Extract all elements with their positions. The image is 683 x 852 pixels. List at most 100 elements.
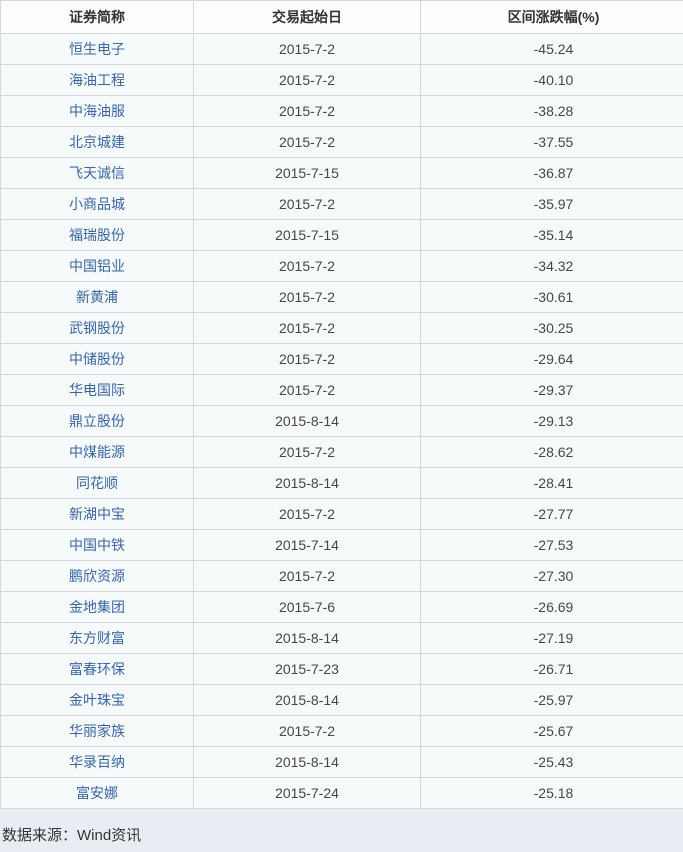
table-row: 中煤能源 2015-7-2 -28.62 <box>0 436 683 468</box>
range-change-cell: -28.41 <box>420 467 683 499</box>
table-header: 证券简称 交易起始日 区间涨跌幅(%) <box>0 0 683 34</box>
trade-start-date-cell: 2015-7-24 <box>193 777 421 809</box>
stock-change-table: 证券简称 交易起始日 区间涨跌幅(%) 恒生电子 2015-7-2 -45.24 海油… <box>0 0 683 809</box>
trade-start-date-cell: 2015-7-2 <box>193 560 421 592</box>
trade-start-date-cell: 2015-8-14 <box>193 746 421 778</box>
stock-name-link[interactable]: 华录百纳 <box>69 754 125 770</box>
stock-name-cell: 中国中铁 <box>0 529 194 561</box>
trade-start-date-cell: 2015-7-2 <box>193 312 421 344</box>
stock-name-link[interactable]: 中储股份 <box>69 351 125 367</box>
stock-name-link[interactable]: 飞天诚信 <box>69 165 125 181</box>
trade-start-date-cell: 2015-7-6 <box>193 591 421 623</box>
stock-name-cell: 海油工程 <box>0 64 194 96</box>
stock-name-link[interactable]: 金地集团 <box>69 599 125 615</box>
stock-name-cell: 鹏欣资源 <box>0 560 194 592</box>
stock-name-link[interactable]: 中海油服 <box>69 103 125 119</box>
range-change-cell: -34.32 <box>420 250 683 282</box>
stock-name-link[interactable]: 富春环保 <box>69 661 125 677</box>
range-change-cell: -35.97 <box>420 188 683 220</box>
range-change-cell: -26.69 <box>420 591 683 623</box>
stock-name-link[interactable]: 同花顺 <box>76 475 118 491</box>
trade-start-date-cell: 2015-7-2 <box>193 126 421 158</box>
stock-name-cell: 福瑞股份 <box>0 219 194 251</box>
trade-start-date-cell: 2015-7-15 <box>193 219 421 251</box>
trade-start-date-cell: 2015-7-2 <box>193 498 421 530</box>
stock-name-link[interactable]: 北京城建 <box>69 134 125 150</box>
table-row: 富春环保 2015-7-23 -26.71 <box>0 653 683 685</box>
range-change-cell: -40.10 <box>420 64 683 96</box>
range-change-cell: -37.55 <box>420 126 683 158</box>
trade-start-date-cell: 2015-7-2 <box>193 64 421 96</box>
column-header-range-change-pct: 区间涨跌幅(%) <box>420 0 683 34</box>
range-change-cell: -28.62 <box>420 436 683 468</box>
range-change-cell: -25.18 <box>420 777 683 809</box>
range-change-cell: -27.53 <box>420 529 683 561</box>
table-row: 新黄浦 2015-7-2 -30.61 <box>0 281 683 313</box>
trade-start-date-cell: 2015-7-2 <box>193 374 421 406</box>
range-change-cell: -25.43 <box>420 746 683 778</box>
stock-name-link[interactable]: 华丽家族 <box>69 723 125 739</box>
range-change-cell: -27.30 <box>420 560 683 592</box>
stock-name-link[interactable]: 新黄浦 <box>76 289 118 305</box>
range-change-cell: -29.37 <box>420 374 683 406</box>
range-change-cell: -27.19 <box>420 622 683 654</box>
range-change-cell: -35.14 <box>420 219 683 251</box>
stock-name-link[interactable]: 小商品城 <box>69 196 125 212</box>
stock-name-cell: 新黄浦 <box>0 281 194 313</box>
trade-start-date-cell: 2015-7-14 <box>193 529 421 561</box>
stock-name-link[interactable]: 海油工程 <box>69 72 125 88</box>
stock-name-link[interactable]: 鼎立股份 <box>69 413 125 429</box>
stock-name-cell: 恒生电子 <box>0 33 194 65</box>
stock-name-link[interactable]: 富安娜 <box>76 785 118 801</box>
table-row: 海油工程 2015-7-2 -40.10 <box>0 64 683 96</box>
table-row: 小商品城 2015-7-2 -35.97 <box>0 188 683 220</box>
table-row: 中国铝业 2015-7-2 -34.32 <box>0 250 683 282</box>
stock-name-link[interactable]: 鹏欣资源 <box>69 568 125 584</box>
table-row: 新湖中宝 2015-7-2 -27.77 <box>0 498 683 530</box>
trade-start-date-cell: 2015-8-14 <box>193 405 421 437</box>
range-change-cell: -25.97 <box>420 684 683 716</box>
stock-name-cell: 中储股份 <box>0 343 194 375</box>
range-change-cell: -38.28 <box>420 95 683 127</box>
table-row: 金地集团 2015-7-6 -26.69 <box>0 591 683 623</box>
stock-name-cell: 金叶珠宝 <box>0 684 194 716</box>
table-row: 鹏欣资源 2015-7-2 -27.30 <box>0 560 683 592</box>
table-row: 恒生电子 2015-7-2 -45.24 <box>0 33 683 65</box>
data-source-note: 数据来源：Wind资讯 <box>2 827 142 844</box>
stock-name-link[interactable]: 新湖中宝 <box>69 506 125 522</box>
stock-name-cell: 中海油服 <box>0 95 194 127</box>
stock-name-link[interactable]: 中国铝业 <box>69 258 125 274</box>
range-change-cell: -27.77 <box>420 498 683 530</box>
stock-name-cell: 华丽家族 <box>0 715 194 747</box>
stock-name-link[interactable]: 恒生电子 <box>69 41 125 57</box>
trade-start-date-cell: 2015-7-2 <box>193 343 421 375</box>
stock-name-cell: 小商品城 <box>0 188 194 220</box>
trade-start-date-cell: 2015-8-14 <box>193 622 421 654</box>
stock-name-cell: 武钢股份 <box>0 312 194 344</box>
table-row: 中海油服 2015-7-2 -38.28 <box>0 95 683 127</box>
table-row: 鼎立股份 2015-8-14 -29.13 <box>0 405 683 437</box>
table-row: 北京城建 2015-7-2 -37.55 <box>0 126 683 158</box>
stock-name-link[interactable]: 华电国际 <box>69 382 125 398</box>
stock-name-cell: 飞天诚信 <box>0 157 194 189</box>
stock-name-link[interactable]: 金叶珠宝 <box>69 692 125 708</box>
column-header-security-name: 证券简称 <box>0 0 194 34</box>
range-change-cell: -45.24 <box>420 33 683 65</box>
stock-name-cell: 北京城建 <box>0 126 194 158</box>
stock-name-cell: 中国铝业 <box>0 250 194 282</box>
stock-name-link[interactable]: 福瑞股份 <box>69 227 125 243</box>
trade-start-date-cell: 2015-7-23 <box>193 653 421 685</box>
stock-name-link[interactable]: 武钢股份 <box>69 320 125 336</box>
trade-start-date-cell: 2015-7-2 <box>193 95 421 127</box>
stock-name-cell: 富安娜 <box>0 777 194 809</box>
stock-name-link[interactable]: 中国中铁 <box>69 537 125 553</box>
table-header-row: 证券简称 交易起始日 区间涨跌幅(%) <box>0 0 683 34</box>
table-row: 中储股份 2015-7-2 -29.64 <box>0 343 683 375</box>
stock-name-link[interactable]: 东方财富 <box>69 630 125 646</box>
stock-name-link[interactable]: 中煤能源 <box>69 444 125 460</box>
trade-start-date-cell: 2015-7-2 <box>193 250 421 282</box>
trade-start-date-cell: 2015-7-2 <box>193 436 421 468</box>
stock-name-cell: 东方财富 <box>0 622 194 654</box>
range-change-cell: -29.13 <box>420 405 683 437</box>
table-row: 飞天诚信 2015-7-15 -36.87 <box>0 157 683 189</box>
